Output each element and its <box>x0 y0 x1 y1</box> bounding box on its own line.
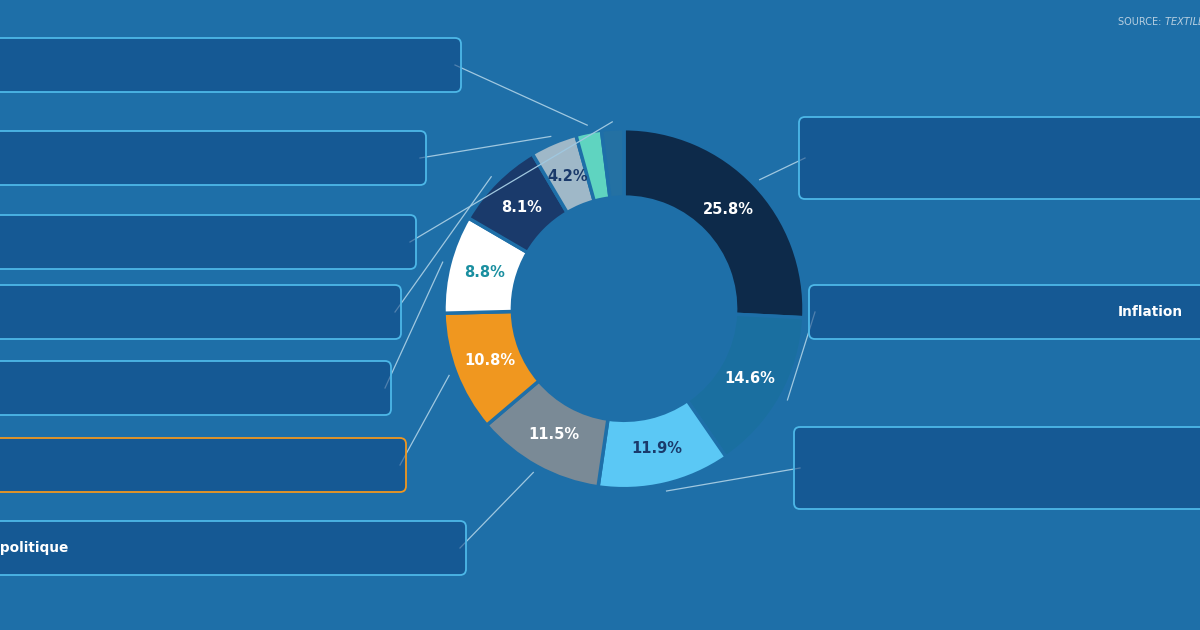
Wedge shape <box>576 130 610 201</box>
Text: Géopolitique: Géopolitique <box>0 541 68 555</box>
Wedge shape <box>444 311 539 425</box>
FancyBboxPatch shape <box>0 215 416 269</box>
Text: TEXTILE WORLD: TEXTILE WORLD <box>1165 17 1200 27</box>
Text: Inflation: Inflation <box>1117 305 1182 319</box>
Wedge shape <box>624 129 804 318</box>
Text: SOURCE:: SOURCE: <box>1118 17 1165 27</box>
Wedge shape <box>444 218 528 313</box>
Text: 25.8%: 25.8% <box>703 202 754 217</box>
Text: 11.5%: 11.5% <box>529 427 580 442</box>
FancyBboxPatch shape <box>0 438 406 492</box>
FancyBboxPatch shape <box>799 117 1200 199</box>
FancyBboxPatch shape <box>0 131 426 185</box>
FancyBboxPatch shape <box>794 427 1200 509</box>
Wedge shape <box>487 381 608 487</box>
Text: 4.2%: 4.2% <box>547 169 588 184</box>
Wedge shape <box>598 401 726 489</box>
Wedge shape <box>533 135 594 213</box>
Text: 8.1%: 8.1% <box>502 200 542 215</box>
Wedge shape <box>468 154 568 253</box>
FancyBboxPatch shape <box>0 361 391 415</box>
Text: 14.6%: 14.6% <box>725 371 775 386</box>
Text: 10.8%: 10.8% <box>464 353 515 367</box>
Text: 8.8%: 8.8% <box>464 265 505 280</box>
FancyBboxPatch shape <box>0 521 466 575</box>
FancyBboxPatch shape <box>0 285 401 339</box>
Wedge shape <box>688 314 804 457</box>
Wedge shape <box>601 129 624 198</box>
FancyBboxPatch shape <box>809 285 1200 339</box>
Text: 11.9%: 11.9% <box>631 442 683 456</box>
FancyBboxPatch shape <box>0 38 461 92</box>
